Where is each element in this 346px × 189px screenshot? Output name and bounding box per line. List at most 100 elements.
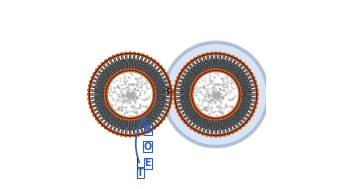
Circle shape <box>222 52 227 57</box>
Circle shape <box>137 115 141 119</box>
Circle shape <box>209 52 214 56</box>
Circle shape <box>190 96 194 100</box>
Circle shape <box>109 77 113 81</box>
Circle shape <box>111 75 115 79</box>
Circle shape <box>98 120 102 124</box>
Circle shape <box>124 133 128 137</box>
Circle shape <box>210 69 214 73</box>
Circle shape <box>178 113 183 117</box>
Circle shape <box>167 105 171 109</box>
Circle shape <box>237 86 241 90</box>
Circle shape <box>148 79 153 83</box>
Circle shape <box>119 70 124 74</box>
Circle shape <box>236 101 240 105</box>
Circle shape <box>119 115 124 119</box>
Circle shape <box>193 57 198 61</box>
Circle shape <box>203 114 207 118</box>
Circle shape <box>244 120 248 124</box>
Circle shape <box>151 84 155 88</box>
Circle shape <box>229 111 233 115</box>
Circle shape <box>197 110 201 114</box>
Circle shape <box>169 92 173 97</box>
Circle shape <box>234 79 238 83</box>
Circle shape <box>181 68 185 73</box>
Circle shape <box>203 71 207 75</box>
Circle shape <box>238 91 242 95</box>
Circle shape <box>113 74 117 78</box>
Circle shape <box>145 130 149 134</box>
Circle shape <box>152 94 156 98</box>
Circle shape <box>174 84 178 88</box>
Circle shape <box>215 117 219 121</box>
Circle shape <box>225 114 229 118</box>
Circle shape <box>106 84 110 88</box>
Circle shape <box>152 125 156 130</box>
Circle shape <box>238 94 242 98</box>
Circle shape <box>119 132 124 137</box>
Circle shape <box>199 74 203 78</box>
Circle shape <box>231 75 235 79</box>
Circle shape <box>175 80 179 84</box>
Circle shape <box>201 53 206 58</box>
Circle shape <box>236 84 240 88</box>
Circle shape <box>168 84 172 88</box>
Circle shape <box>150 104 154 108</box>
Circle shape <box>143 74 147 78</box>
Circle shape <box>249 72 254 76</box>
Text: E: E <box>145 158 151 168</box>
Circle shape <box>183 120 188 124</box>
Circle shape <box>201 72 204 76</box>
Circle shape <box>152 59 156 64</box>
Circle shape <box>227 113 231 117</box>
Circle shape <box>98 65 102 69</box>
Circle shape <box>235 104 239 108</box>
Circle shape <box>104 89 108 93</box>
Circle shape <box>213 133 218 138</box>
Circle shape <box>190 86 194 90</box>
Circle shape <box>111 130 116 134</box>
Circle shape <box>155 123 160 127</box>
Circle shape <box>233 108 237 112</box>
Circle shape <box>165 109 170 113</box>
Circle shape <box>190 125 194 130</box>
Circle shape <box>150 81 154 85</box>
Circle shape <box>254 101 258 105</box>
Circle shape <box>158 120 163 124</box>
Circle shape <box>220 116 224 120</box>
Circle shape <box>151 101 155 105</box>
Circle shape <box>174 101 178 105</box>
Circle shape <box>205 115 209 119</box>
Circle shape <box>92 113 97 117</box>
Circle shape <box>147 77 151 81</box>
Circle shape <box>142 72 145 76</box>
Circle shape <box>136 132 141 137</box>
Circle shape <box>117 71 121 75</box>
Circle shape <box>212 68 217 72</box>
Circle shape <box>173 88 177 92</box>
Circle shape <box>140 131 145 136</box>
Circle shape <box>227 72 231 76</box>
Circle shape <box>241 123 245 127</box>
Circle shape <box>136 52 141 57</box>
Circle shape <box>193 128 198 132</box>
Circle shape <box>192 70 240 119</box>
Circle shape <box>234 128 238 132</box>
Circle shape <box>106 70 154 119</box>
Circle shape <box>218 133 222 137</box>
Circle shape <box>215 68 219 72</box>
Circle shape <box>205 132 210 137</box>
Circle shape <box>152 89 156 93</box>
Circle shape <box>129 117 134 121</box>
Circle shape <box>104 96 108 100</box>
Circle shape <box>230 55 235 59</box>
Circle shape <box>190 99 194 103</box>
Circle shape <box>190 91 194 95</box>
Circle shape <box>238 125 242 130</box>
Circle shape <box>186 123 191 127</box>
Circle shape <box>161 116 165 121</box>
Circle shape <box>238 96 242 100</box>
Circle shape <box>152 91 156 95</box>
Circle shape <box>220 69 224 73</box>
Circle shape <box>190 94 194 98</box>
Circle shape <box>205 70 209 74</box>
